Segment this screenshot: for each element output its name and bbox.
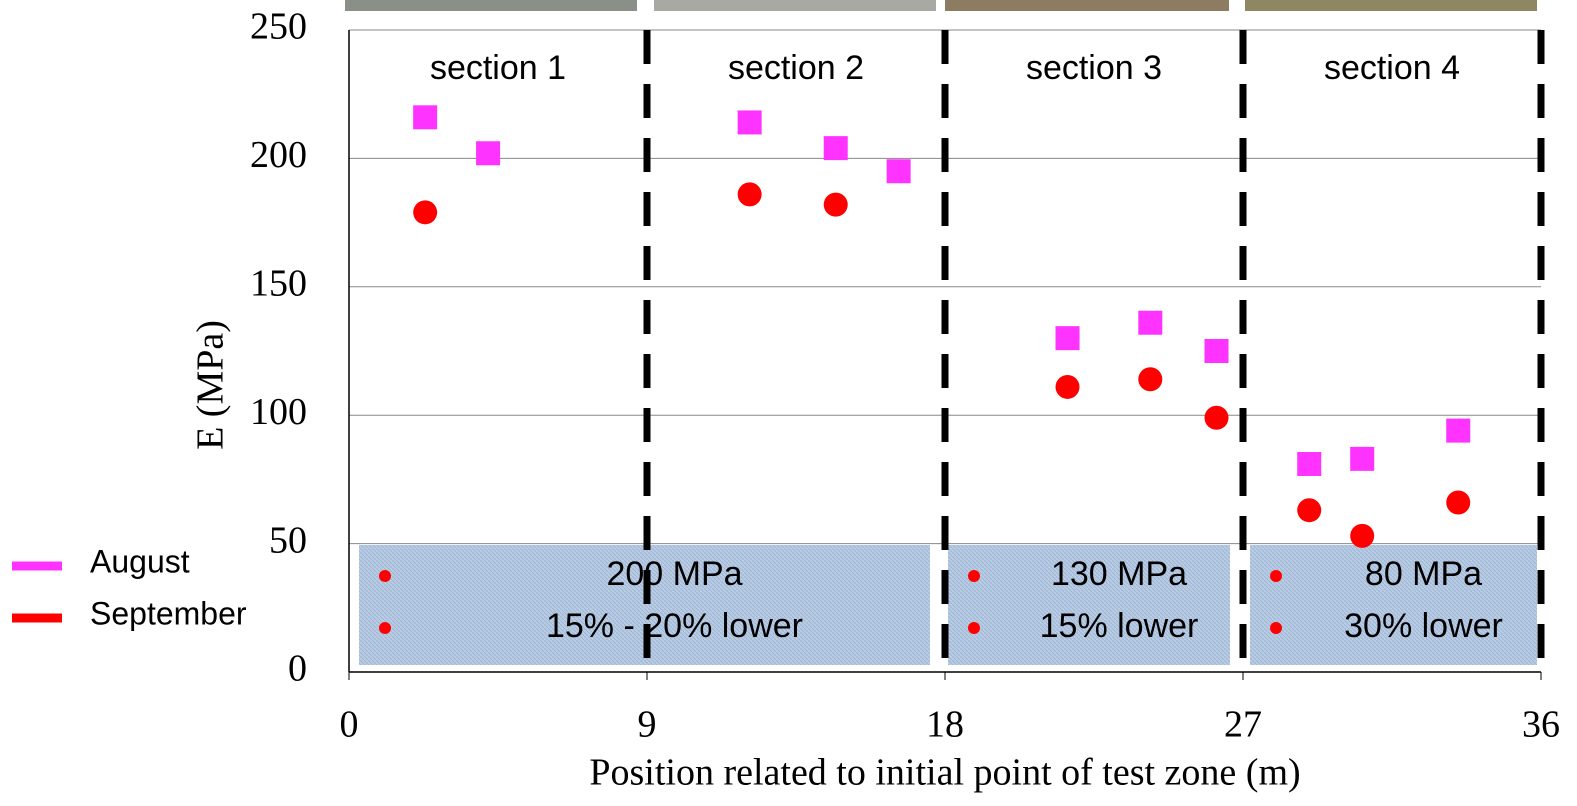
y-tick-label: 100 <box>250 391 307 433</box>
point <box>1350 446 1375 471</box>
point <box>413 105 438 130</box>
point <box>1055 326 1080 351</box>
point <box>1204 339 1229 363</box>
point <box>1055 374 1080 399</box>
annotation-box <box>1250 545 1537 665</box>
legend-label: August <box>90 543 190 579</box>
x-tick-label: 0 <box>340 704 359 746</box>
point <box>476 141 501 166</box>
point <box>737 182 762 207</box>
point <box>1446 490 1471 515</box>
annotation-text: 130 MPa <box>1051 555 1187 593</box>
point <box>1297 451 1322 476</box>
section-label: section 4 <box>1324 49 1460 87</box>
annotation-bullet <box>379 622 391 634</box>
y-tick-label: 150 <box>250 263 307 305</box>
section-label: section 3 <box>1026 49 1162 87</box>
point <box>823 192 848 217</box>
y-tick-label: 250 <box>250 6 307 48</box>
y-tick-label: 0 <box>288 648 307 690</box>
x-tick-label: 36 <box>1522 704 1560 746</box>
legend-label: September <box>90 595 247 631</box>
annotation-bullet <box>379 570 391 582</box>
section-label: section 2 <box>728 49 864 87</box>
annotation-box <box>948 545 1230 665</box>
photo-strip <box>654 0 936 11</box>
point <box>823 136 848 161</box>
point <box>737 110 762 135</box>
annotation-bullet <box>968 570 980 582</box>
annotation-bullet <box>1270 622 1282 634</box>
annotation-bullet <box>968 622 980 634</box>
section-label: section 1 <box>430 49 566 87</box>
x-tick-label: 18 <box>926 704 964 746</box>
y-axis-label: E (MPa) <box>190 320 232 450</box>
point <box>1204 405 1229 430</box>
point <box>1350 523 1375 548</box>
annotation-bullet <box>1270 570 1282 582</box>
x-axis-label: Position related to initial point of tes… <box>589 752 1300 794</box>
annotation-text: 15% lower <box>1040 607 1199 645</box>
point <box>886 159 911 184</box>
photo-strip <box>1245 0 1537 11</box>
x-tick-label: 9 <box>638 704 657 746</box>
annotation-text: 15% - 20% lower <box>546 607 803 645</box>
point <box>1138 367 1163 392</box>
photo-strip <box>345 0 637 11</box>
annotation-text: 80 MPa <box>1365 555 1482 593</box>
annotation-text: 200 MPa <box>606 555 742 593</box>
y-tick-label: 200 <box>250 134 307 176</box>
point <box>1446 418 1471 443</box>
point <box>1297 498 1322 523</box>
annotation-text: 30% lower <box>1344 607 1503 645</box>
point <box>413 200 438 225</box>
y-tick-label: 50 <box>269 519 307 561</box>
point <box>1138 310 1163 335</box>
x-tick-label: 27 <box>1224 704 1262 746</box>
photo-strip <box>945 0 1229 11</box>
